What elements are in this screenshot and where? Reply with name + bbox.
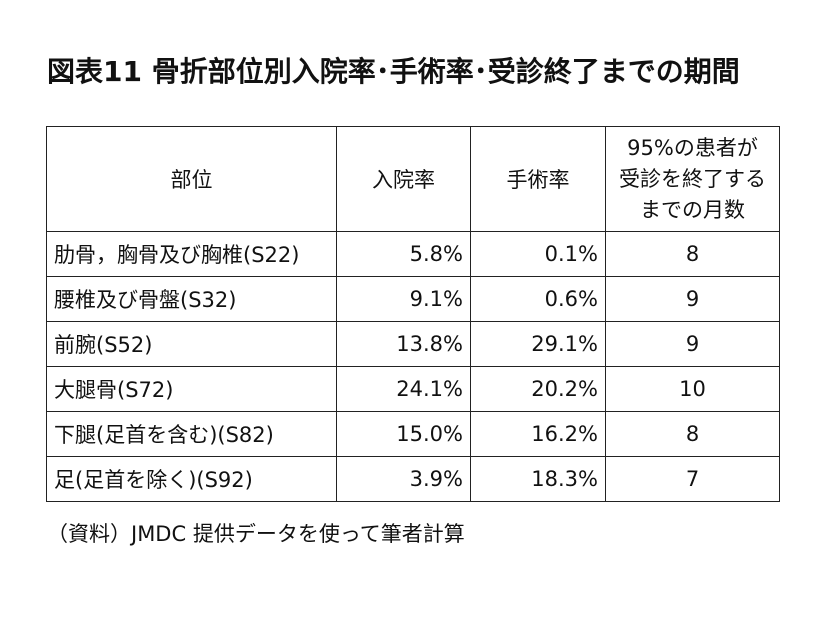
cell-site: 大腿骨(S72) (46, 366, 337, 412)
table-row: 肋骨，胸骨及び胸椎(S22) 5.8% 0.1% 8 (46, 231, 780, 277)
table-row: 足(足首を除く)(S92) 3.9% 18.3% 7 (46, 456, 780, 502)
header-site: 部位 (46, 126, 337, 232)
fracture-table: 部位 入院率 手術率 95%の患者が 受診を終了する までの月数 肋骨，胸骨及び… (46, 126, 780, 502)
header-months-line-3: までの月数 (640, 197, 745, 222)
cell-hospitalization-rate: 3.9% (336, 456, 471, 502)
cell-hospitalization-rate: 9.1% (336, 276, 471, 322)
cell-months: 7 (605, 456, 780, 502)
page-title: 図表11 骨折部位別入院率･手術率･受診終了までの期間 (47, 55, 740, 88)
cell-hospitalization-rate: 5.8% (336, 231, 471, 277)
cell-surgery-rate: 16.2% (470, 411, 606, 457)
header-months-line-2: 受診を終了する (619, 166, 766, 191)
cell-site: 足(足首を除く)(S92) (46, 456, 337, 502)
cell-months: 9 (605, 276, 780, 322)
cell-hospitalization-rate: 24.1% (336, 366, 471, 412)
cell-surgery-rate: 20.2% (470, 366, 606, 412)
cell-surgery-rate: 0.6% (470, 276, 606, 322)
header-hospitalization-rate: 入院率 (336, 126, 471, 232)
table-row: 下腿(足首を含む)(S82) 15.0% 16.2% 8 (46, 411, 780, 457)
cell-site: 下腿(足首を含む)(S82) (46, 411, 337, 457)
table-header-row: 部位 入院率 手術率 95%の患者が 受診を終了する までの月数 (46, 126, 780, 232)
cell-site: 腰椎及び骨盤(S32) (46, 276, 337, 322)
cell-site: 前腕(S52) (46, 321, 337, 367)
cell-months: 8 (605, 231, 780, 277)
cell-months: 9 (605, 321, 780, 367)
cell-months: 10 (605, 366, 780, 412)
cell-months: 8 (605, 411, 780, 457)
cell-site: 肋骨，胸骨及び胸椎(S22) (46, 231, 337, 277)
source-note: （資料）JMDC 提供データを使って筆者計算 (47, 522, 465, 546)
cell-surgery-rate: 0.1% (470, 231, 606, 277)
header-months-to-end: 95%の患者が 受診を終了する までの月数 (605, 126, 780, 232)
header-months-line-1: 95%の患者が (627, 135, 758, 160)
table-row: 腰椎及び骨盤(S32) 9.1% 0.6% 9 (46, 276, 780, 322)
table-row: 大腿骨(S72) 24.1% 20.2% 10 (46, 366, 780, 412)
table-row: 前腕(S52) 13.8% 29.1% 9 (46, 321, 780, 367)
cell-hospitalization-rate: 15.0% (336, 411, 471, 457)
cell-surgery-rate: 18.3% (470, 456, 606, 502)
header-surgery-rate: 手術率 (470, 126, 606, 232)
cell-surgery-rate: 29.1% (470, 321, 606, 367)
cell-hospitalization-rate: 13.8% (336, 321, 471, 367)
